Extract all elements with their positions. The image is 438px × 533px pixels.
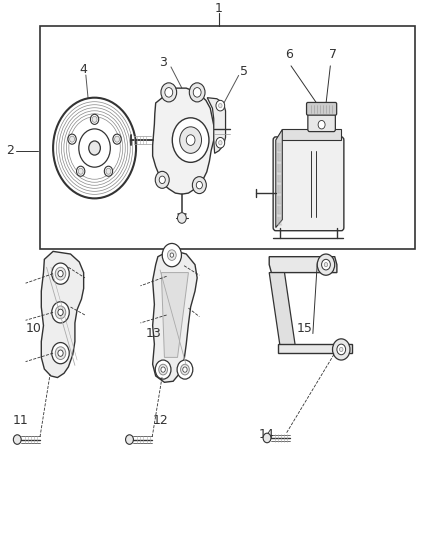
Circle shape	[332, 339, 350, 360]
Circle shape	[77, 166, 85, 176]
Circle shape	[13, 435, 21, 445]
Circle shape	[318, 120, 325, 129]
Circle shape	[189, 83, 205, 102]
Text: 13: 13	[145, 327, 161, 340]
Circle shape	[193, 87, 201, 97]
Text: 11: 11	[12, 415, 28, 427]
Circle shape	[58, 309, 63, 316]
Polygon shape	[41, 252, 84, 377]
Polygon shape	[269, 257, 337, 272]
Circle shape	[161, 367, 165, 372]
Text: 5: 5	[240, 65, 248, 78]
Circle shape	[52, 302, 69, 323]
Circle shape	[263, 433, 271, 443]
Circle shape	[317, 254, 335, 275]
Polygon shape	[152, 250, 197, 382]
Text: 12: 12	[152, 415, 168, 427]
Circle shape	[78, 168, 83, 174]
Circle shape	[79, 129, 110, 167]
Polygon shape	[207, 98, 226, 154]
Circle shape	[155, 171, 169, 188]
Polygon shape	[276, 130, 283, 228]
Circle shape	[219, 103, 222, 108]
Circle shape	[58, 350, 63, 357]
Circle shape	[216, 138, 225, 148]
Polygon shape	[269, 272, 295, 347]
Circle shape	[55, 267, 66, 280]
Circle shape	[113, 134, 121, 144]
Circle shape	[167, 250, 176, 261]
Circle shape	[115, 136, 120, 142]
Text: 6: 6	[285, 48, 293, 61]
Circle shape	[183, 367, 187, 372]
Polygon shape	[276, 130, 341, 140]
Text: 3: 3	[159, 55, 167, 69]
Circle shape	[52, 343, 69, 364]
Text: 4: 4	[80, 63, 88, 76]
FancyBboxPatch shape	[273, 137, 344, 231]
Circle shape	[192, 176, 206, 193]
Circle shape	[172, 118, 209, 163]
Circle shape	[68, 134, 76, 144]
Circle shape	[90, 114, 99, 124]
Circle shape	[155, 360, 171, 379]
Circle shape	[92, 116, 97, 123]
Text: 10: 10	[25, 322, 41, 335]
Circle shape	[161, 83, 177, 102]
Circle shape	[89, 141, 100, 155]
Circle shape	[186, 135, 195, 146]
Text: 1: 1	[215, 2, 223, 15]
Circle shape	[70, 136, 74, 142]
Circle shape	[216, 100, 225, 111]
Circle shape	[219, 141, 222, 145]
FancyBboxPatch shape	[307, 102, 337, 115]
Circle shape	[52, 263, 69, 284]
Circle shape	[159, 176, 165, 183]
Circle shape	[177, 360, 193, 379]
Circle shape	[55, 347, 66, 360]
Circle shape	[165, 87, 173, 97]
Text: 15: 15	[296, 322, 312, 335]
Circle shape	[159, 364, 167, 375]
Circle shape	[180, 364, 189, 375]
Bar	[40, 26, 416, 249]
Text: 14: 14	[259, 428, 275, 441]
Polygon shape	[278, 344, 352, 353]
Circle shape	[339, 348, 343, 352]
Circle shape	[55, 306, 66, 319]
Text: 2: 2	[7, 144, 14, 157]
Circle shape	[162, 244, 181, 266]
Circle shape	[126, 435, 134, 445]
Circle shape	[170, 253, 173, 257]
Circle shape	[53, 98, 136, 198]
FancyBboxPatch shape	[308, 111, 336, 132]
Circle shape	[337, 344, 346, 355]
Circle shape	[321, 260, 330, 270]
Circle shape	[180, 127, 201, 154]
Polygon shape	[161, 272, 188, 358]
Circle shape	[177, 213, 186, 223]
Circle shape	[196, 181, 202, 189]
Polygon shape	[152, 88, 215, 194]
Circle shape	[324, 263, 328, 266]
Circle shape	[58, 270, 63, 277]
Circle shape	[104, 166, 113, 176]
Text: 7: 7	[328, 48, 336, 61]
Circle shape	[106, 168, 111, 174]
